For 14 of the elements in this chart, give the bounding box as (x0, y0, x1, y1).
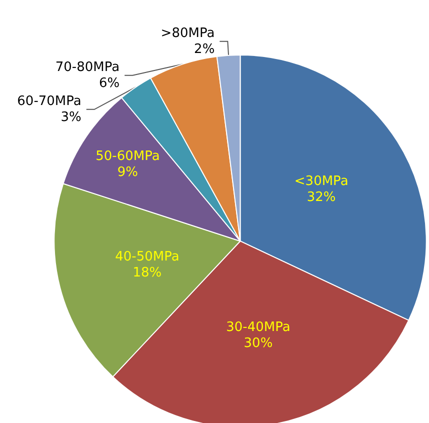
slice-label: <30MPa (294, 174, 348, 190)
data-label: 2% (194, 42, 215, 57)
data-label: 32% (306, 190, 336, 206)
data-label: 18% (132, 266, 162, 280)
data-label: 3% (60, 110, 82, 125)
slice-label: >80MPa (160, 26, 215, 41)
data-label: 6% (98, 76, 120, 91)
data-label: 30% (244, 336, 273, 351)
data-label: 9% (117, 165, 138, 180)
slice-label: 40-50MPa (115, 250, 180, 264)
slice-label: 60-70MPa (17, 94, 82, 109)
slice-label: 70-80MPa (55, 60, 120, 75)
slice-label: 50-60MPa (96, 149, 160, 164)
slice-label: 30-40MPa (226, 320, 290, 335)
